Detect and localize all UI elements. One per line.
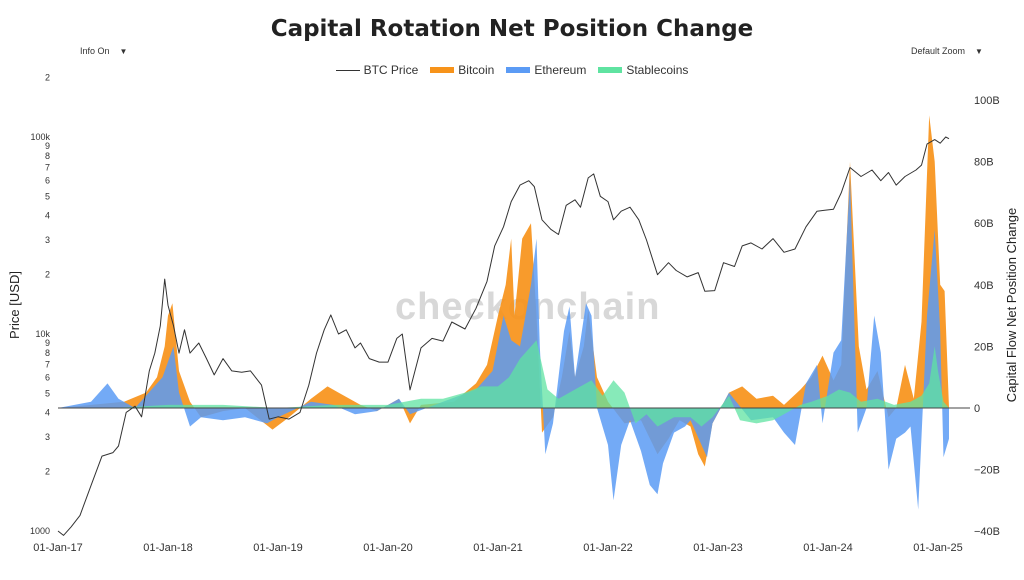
legend-item-btc-price[interactable]: BTC Price bbox=[335, 63, 419, 77]
left-tick-label: 6 bbox=[45, 373, 50, 383]
left-tick-label: 4 bbox=[45, 407, 50, 417]
info-dropdown-icon: ▼ bbox=[119, 47, 128, 56]
x-tick-label: 01-Jan-17 bbox=[33, 542, 83, 554]
left-tick-label: 3 bbox=[45, 432, 50, 442]
x-tick-label: 01-Jan-21 bbox=[473, 542, 523, 554]
right-tick-label: 20B bbox=[974, 341, 994, 353]
zoom-select[interactable]: Default Zoom ▼ bbox=[911, 46, 983, 56]
left-tick-label: 7 bbox=[45, 360, 50, 370]
zoom-dropdown-icon: ▼ bbox=[975, 47, 983, 56]
left-tick-label: 3 bbox=[45, 235, 50, 245]
x-tick-label: 01-Jan-22 bbox=[583, 542, 633, 554]
area-layer bbox=[58, 115, 949, 510]
left-tick-label: 2 bbox=[45, 73, 50, 83]
x-tick-label: 01-Jan-19 bbox=[253, 542, 303, 554]
legend-label: Ethereum bbox=[534, 63, 587, 77]
right-tick-label: 0 bbox=[974, 403, 980, 415]
chart-title: Capital Rotation Net Position Change bbox=[270, 16, 754, 42]
left-tick-label: 9 bbox=[45, 141, 50, 151]
right-tick-label: −20B bbox=[974, 465, 1000, 477]
right-tick-label: 80B bbox=[974, 157, 994, 169]
left-tick-label: 6 bbox=[45, 176, 50, 186]
x-tick-label: 01-Jan-25 bbox=[913, 542, 963, 554]
left-tick-label: 9 bbox=[45, 338, 50, 348]
legend-area-icon bbox=[506, 67, 531, 73]
left-tick-label: 8 bbox=[45, 151, 50, 161]
left-tick-label: 100k bbox=[30, 132, 50, 142]
left-tick-label: 5 bbox=[45, 191, 50, 201]
x-tick-label: 01-Jan-18 bbox=[143, 542, 193, 554]
legend-line-icon bbox=[335, 69, 360, 71]
x-tick-label: 01-Jan-24 bbox=[803, 542, 853, 554]
legend-item-bitcoin[interactable]: Bitcoin bbox=[430, 63, 494, 77]
legend-area-icon bbox=[430, 67, 455, 73]
legend-area-icon bbox=[598, 67, 623, 73]
right-tick-label: 100B bbox=[974, 95, 1000, 107]
right-axis-title: Capital Flow Net Position Change bbox=[1004, 208, 1019, 402]
left-tick-label: 2 bbox=[45, 270, 50, 280]
info-toggle-label: Info On bbox=[80, 46, 110, 56]
zoom-select-label: Default Zoom bbox=[911, 46, 966, 56]
legend-label: BTC Price bbox=[363, 63, 419, 77]
legend-label: Bitcoin bbox=[458, 63, 495, 77]
right-tick-label: 40B bbox=[974, 280, 994, 292]
x-tick-label: 01-Jan-23 bbox=[693, 542, 743, 554]
left-tick-label: 5 bbox=[45, 388, 50, 398]
left-tick-label: 10k bbox=[35, 329, 50, 339]
legend: BTC Price Bitcoin Ethereum Stablecoins bbox=[0, 63, 1024, 77]
legend-item-stablecoins[interactable]: Stablecoins bbox=[598, 63, 688, 77]
x-tick-label: 01-Jan-20 bbox=[363, 542, 413, 554]
line-series-btc-price bbox=[57, 136, 950, 536]
left-axis-title: Price [USD] bbox=[7, 271, 22, 339]
price-line-layer bbox=[57, 136, 950, 536]
legend-label: Stablecoins bbox=[626, 63, 689, 77]
right-tick-label: 60B bbox=[974, 218, 994, 230]
left-tick-label: 2 bbox=[45, 467, 50, 477]
legend-item-ethereum[interactable]: Ethereum bbox=[506, 63, 586, 77]
left-tick-label: 1000 bbox=[30, 526, 50, 536]
area-series-ethereum bbox=[58, 177, 949, 510]
area-series-stablecoins bbox=[58, 340, 949, 427]
left-tick-label: 8 bbox=[45, 348, 50, 358]
info-toggle[interactable]: Info On ▼ bbox=[80, 46, 127, 56]
left-tick-label: 7 bbox=[45, 163, 50, 173]
right-tick-label: −40B bbox=[974, 526, 1000, 538]
x-axis: 01-Jan-17 01-Jan-18 01-Jan-19 01-Jan-20 01-J… bbox=[33, 542, 963, 554]
right-axis: 100B 80B 60B 40B 20B 0 −20B −40B bbox=[974, 95, 1000, 538]
left-tick-label: 4 bbox=[45, 210, 50, 220]
